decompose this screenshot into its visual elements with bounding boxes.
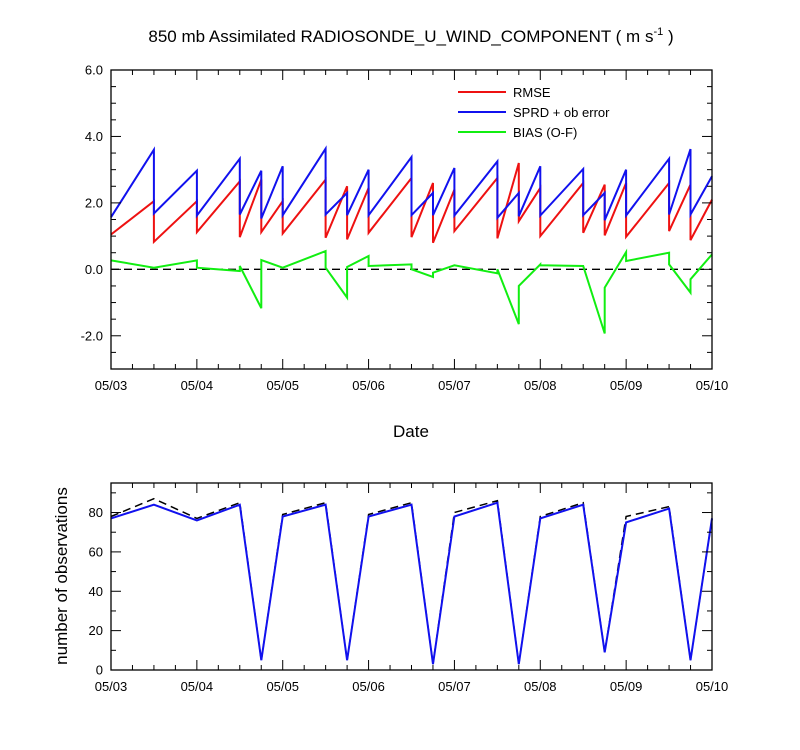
y-tick-label: 80 [89,505,103,520]
x-tick-label: 05/09 [610,679,643,694]
series-bias-o-f-line [110,248,713,334]
x-tick-label: 05/04 [181,679,214,694]
x-tick-label: 05/05 [266,679,299,694]
y-tick-label: 6.0 [85,63,103,78]
y-tick-label: 60 [89,544,103,559]
x-tick-label: 05/03 [95,378,128,393]
legend-rmse-label: RMSE [513,85,551,100]
top-panel: 850 mb Assimilated RADIOSONDE_U_WIND_COM… [81,26,729,441]
y-tick-label: 2.0 [85,195,103,210]
x-tick-label: 05/10 [696,679,729,694]
y-tick-label: 20 [89,623,103,638]
legend: RMSE SPRD + ob error BIAS (O-F) [458,85,610,140]
y-tick-label: 40 [89,584,103,599]
series-possible-line [110,497,713,665]
legend-bias-label: BIAS (O-F) [513,125,577,140]
y-tick-label: 0 [96,663,103,678]
x-tick-label: 05/07 [438,679,471,694]
legend-sprd-label: SPRD + ob error [513,105,610,120]
series-sprd-ob-error-line [110,145,713,221]
x-tick-label: 05/08 [524,378,557,393]
x-tick-label: 05/08 [524,679,557,694]
x-tick-label: 05/06 [352,679,385,694]
y-tick-label: -2.0 [81,328,103,343]
x-tick-label: 05/03 [95,679,128,694]
bottom-panel: number of observations 05/03 05/04 05/05 05… [52,482,729,694]
x-tick-label: 05/07 [438,378,471,393]
y-tick-label: 0.0 [85,262,103,277]
x-tick-label: 05/06 [352,378,385,393]
series-used-line [110,501,713,665]
chart-title: 850 mb Assimilated RADIOSONDE_U_WIND_COM… [148,26,673,46]
y-tick-label: 4.0 [85,129,103,144]
x-tick-label: 05/05 [266,378,299,393]
x-axis-label: Date [393,422,429,441]
x-tick-label: 05/04 [181,378,214,393]
x-tick-label: 05/09 [610,378,643,393]
x-tick-label: 05/10 [696,378,729,393]
y-axis-label: number of observations [52,487,71,665]
